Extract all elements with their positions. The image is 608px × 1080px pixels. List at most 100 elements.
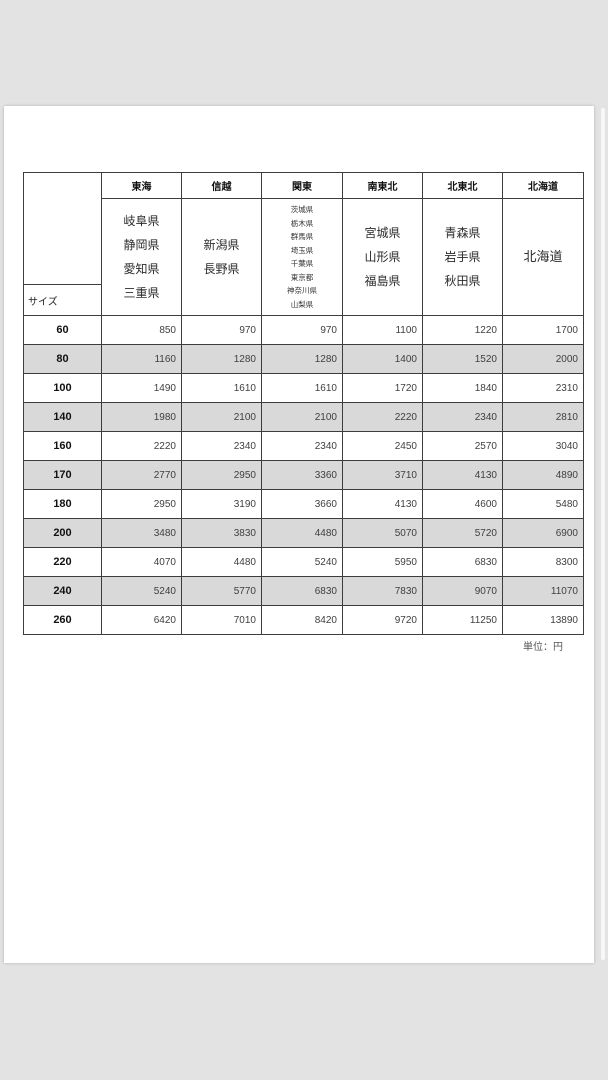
prefecture-row: 岐阜県 静岡県 愛知県 三重県 新潟県 長野県 茨城県 栃木県 群馬県 埼玉県 … — [24, 198, 584, 316]
rate-cell: 4480 — [181, 547, 262, 577]
rate-cell: 1610 — [181, 373, 262, 403]
rate-cell: 2340 — [261, 431, 343, 461]
rate-cell: 1280 — [181, 344, 262, 374]
rate-cell: 1720 — [342, 373, 423, 403]
rate-cell: 4600 — [422, 489, 503, 519]
prefecture-label: 埼玉県 — [290, 245, 314, 255]
prefecture-label: 宮城県 — [364, 226, 401, 241]
rate-cell: 5240 — [261, 547, 343, 577]
table-row: 100 1490 1610 1610 1720 1840 2310 — [23, 373, 584, 403]
region-header-kitatohoku: 北東北 — [422, 171, 503, 200]
rate-cell: 2220 — [342, 402, 423, 432]
prefecture-label: 長野県 — [203, 262, 240, 277]
rate-cell: 3660 — [261, 489, 343, 519]
rate-cell: 6830 — [261, 576, 343, 606]
size-cell: 240 — [23, 576, 102, 606]
rate-cell: 2100 — [181, 402, 262, 432]
prefecture-label: 栃木県 — [290, 218, 314, 228]
scrollbar[interactable] — [601, 108, 605, 960]
size-cell: 140 — [23, 402, 102, 432]
rate-cell: 5480 — [502, 489, 584, 519]
prefecture-label: 群馬県 — [290, 232, 314, 242]
size-cell: 180 — [23, 489, 102, 519]
rate-cell: 3830 — [181, 518, 262, 548]
rate-cell: 1220 — [422, 315, 503, 345]
size-cell: 80 — [23, 344, 102, 374]
rate-cell: 7830 — [342, 576, 423, 606]
rate-cell: 3190 — [181, 489, 262, 519]
rate-cell: 3710 — [342, 460, 423, 490]
prefecture-label: 岩手県 — [444, 250, 481, 265]
prefecture-label: 三重県 — [123, 286, 160, 301]
prefecture-list-shinetsu: 新潟県 長野県 — [181, 198, 262, 316]
region-header-row: サイズ 東海 信越 関東 南東北 北東北 北海道 — [23, 171, 584, 316]
rate-cell: 2570 — [422, 431, 503, 461]
rate-cell: 850 — [101, 315, 182, 345]
rate-cell: 5720 — [422, 518, 503, 548]
rate-cell: 1610 — [261, 373, 343, 403]
rate-cell: 8300 — [502, 547, 584, 577]
size-cell: 200 — [23, 518, 102, 548]
rate-cell: 5950 — [342, 547, 423, 577]
size-cell: 220 — [23, 547, 102, 577]
rate-cell: 4480 — [261, 518, 343, 548]
rate-cell: 4070 — [101, 547, 182, 577]
prefecture-label: 北海道 — [523, 249, 563, 265]
rate-cell: 5070 — [342, 518, 423, 548]
rate-cell: 1700 — [502, 315, 584, 345]
document-sheet: サイズ 東海 信越 関東 南東北 北東北 北海道 岐阜県 静岡県 愛知県 三重県 — [4, 106, 594, 963]
table-row: 170 2770 2950 3360 3710 4130 4890 — [23, 460, 584, 490]
size-axis-label: サイズ — [24, 284, 101, 315]
table-row: 140 1980 2100 2100 2220 2340 2810 — [23, 402, 584, 432]
size-cell: 160 — [23, 431, 102, 461]
prefecture-label: 千葉県 — [290, 259, 314, 269]
table-row: 260 6420 7010 8420 9720 11250 13890 — [23, 605, 584, 635]
prefecture-label: 山形県 — [364, 250, 401, 265]
prefecture-label: 愛知県 — [123, 262, 160, 277]
rate-cell: 5770 — [181, 576, 262, 606]
rate-cell: 1100 — [342, 315, 423, 345]
prefecture-list-tokai: 岐阜県 静岡県 愛知県 三重県 — [101, 198, 182, 316]
table-row: 220 4070 4480 5240 5950 6830 8300 — [23, 547, 584, 577]
prefecture-label: 青森県 — [444, 226, 481, 241]
rate-cell: 7010 — [181, 605, 262, 635]
prefecture-label: 東京都 — [290, 272, 314, 282]
region-header-kanto: 関東 — [261, 171, 343, 200]
table-row: 160 2220 2340 2340 2450 2570 3040 — [23, 431, 584, 461]
rate-cell: 2340 — [422, 402, 503, 432]
table-row: 240 5240 5770 6830 7830 9070 11070 — [23, 576, 584, 606]
rate-cell: 6900 — [502, 518, 584, 548]
rate-cell: 1280 — [261, 344, 343, 374]
rate-cell: 6830 — [422, 547, 503, 577]
rate-cell: 9070 — [422, 576, 503, 606]
size-cell: 170 — [23, 460, 102, 490]
prefecture-label: 福島県 — [364, 274, 401, 289]
region-header-minamitohoku: 南東北 — [342, 171, 423, 200]
rate-cell: 9720 — [342, 605, 423, 635]
region-header-hokkaido: 北海道 — [502, 171, 584, 200]
rate-cell: 5240 — [101, 576, 182, 606]
table-row: 60 850 970 970 1100 1220 1700 — [23, 315, 584, 345]
rate-cell: 2220 — [101, 431, 182, 461]
rate-cell: 13890 — [502, 605, 584, 635]
prefecture-label: 山梨県 — [290, 299, 314, 309]
region-header-shinetsu: 信越 — [181, 171, 262, 200]
size-cell: 260 — [23, 605, 102, 635]
prefecture-label: 神奈川県 — [287, 286, 317, 296]
unit-note: 単位：円 — [523, 642, 563, 653]
prefecture-label: 静岡県 — [123, 238, 160, 253]
size-cell: 60 — [23, 315, 102, 345]
rate-cell: 2770 — [101, 460, 182, 490]
table-row: 180 2950 3190 3660 4130 4600 5480 — [23, 489, 584, 519]
region-header-tokai: 東海 — [101, 171, 182, 200]
table-row: 200 3480 3830 4480 5070 5720 6900 — [23, 518, 584, 548]
prefecture-list-kitatohoku: 青森県 岩手県 秋田県 — [422, 198, 503, 316]
table-row: 80 1160 1280 1280 1400 1520 2000 — [23, 344, 584, 374]
rate-cell: 970 — [181, 315, 262, 345]
rate-cell: 3360 — [261, 460, 343, 490]
rate-cell: 2100 — [261, 402, 343, 432]
rate-cell: 1160 — [101, 344, 182, 374]
rate-cell: 4130 — [342, 489, 423, 519]
rate-cell: 2950 — [181, 460, 262, 490]
rate-cell: 1520 — [422, 344, 503, 374]
